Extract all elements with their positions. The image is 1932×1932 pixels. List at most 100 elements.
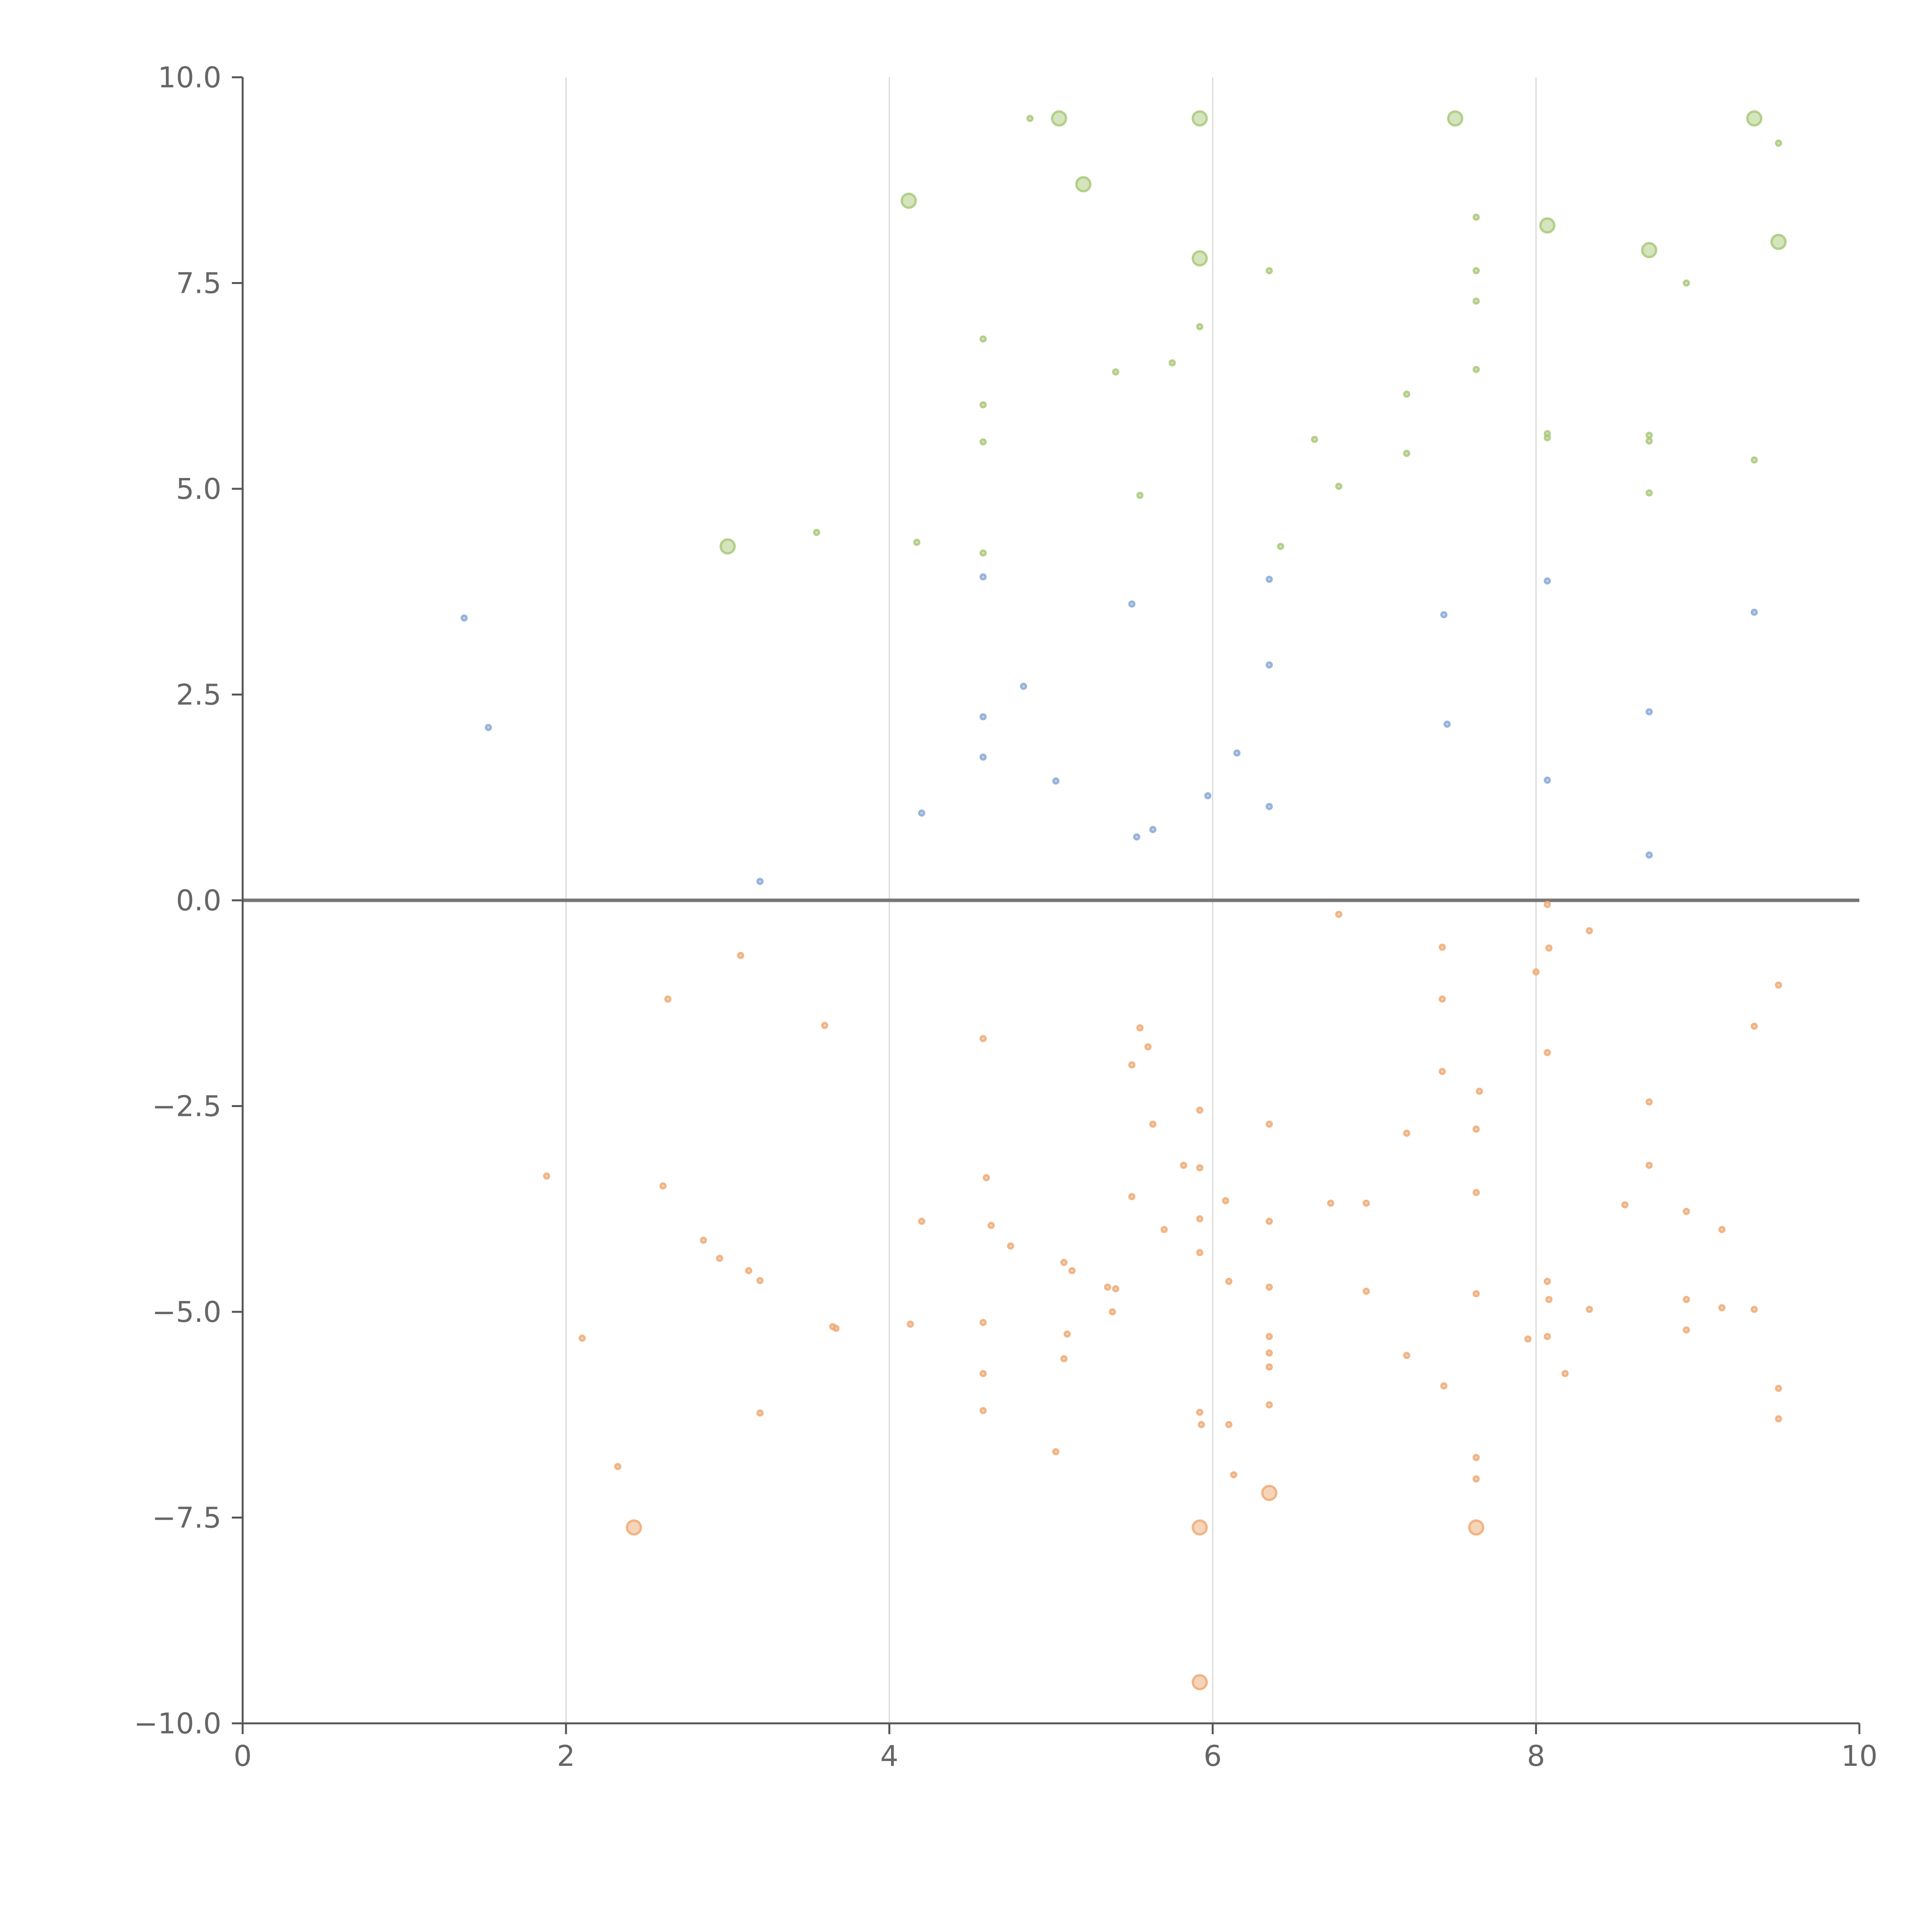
orange-bubble — [1068, 1267, 1076, 1274]
orange-bubble — [1265, 1121, 1273, 1128]
green-bubble — [1311, 435, 1318, 443]
orange-bubble — [979, 1035, 987, 1043]
orange-bubble — [1196, 1249, 1204, 1256]
blue-bubble — [1443, 720, 1451, 728]
orange-bubble — [1265, 1218, 1273, 1225]
orange-bubble — [1128, 1193, 1136, 1201]
orange-bubble — [716, 1255, 723, 1262]
orange-bubble — [1327, 1199, 1335, 1207]
orange-bubble — [664, 995, 672, 1003]
orange-bubble — [1144, 1043, 1152, 1051]
blue-bubble — [1544, 776, 1551, 784]
orange-bubble — [1683, 1208, 1690, 1215]
orange-bubble — [1775, 981, 1782, 989]
orange-bubble — [1222, 1197, 1230, 1204]
green-bubble — [1641, 242, 1658, 259]
orange-bubble — [1136, 1024, 1144, 1032]
blue-bubble — [1645, 851, 1653, 859]
orange-bubble — [756, 1409, 764, 1417]
green-bubble — [1683, 279, 1690, 287]
y-tick-label: 7.5 — [176, 267, 221, 300]
green-bubble — [1168, 359, 1176, 367]
orange-bubble — [979, 1319, 987, 1326]
orange-bubble — [1265, 1401, 1273, 1408]
orange-bubble — [1645, 1162, 1653, 1169]
orange-bubble — [1265, 1349, 1273, 1357]
orange-bubble — [987, 1222, 995, 1229]
orange-bubble — [543, 1172, 550, 1180]
orange-bubble — [1104, 1283, 1111, 1291]
green-bubble — [1473, 298, 1480, 305]
green-bubble — [979, 438, 987, 446]
orange-bubble — [1544, 1277, 1551, 1285]
orange-bubble — [983, 1174, 990, 1182]
green-bubble — [1191, 110, 1208, 127]
orange-bubble — [1007, 1242, 1014, 1250]
orange-bubble — [626, 1519, 642, 1536]
orange-bubble — [979, 1370, 987, 1378]
blue-bubble — [1204, 792, 1212, 799]
green-bubble — [979, 549, 987, 557]
orange-bubble — [832, 1325, 840, 1332]
orange-bubble — [1524, 1335, 1532, 1343]
x-tick-label: 8 — [1527, 1740, 1545, 1773]
orange-bubble — [1063, 1330, 1071, 1338]
orange-bubble — [1109, 1308, 1116, 1316]
blue-bubble — [918, 809, 925, 817]
green-bubble — [1447, 110, 1463, 127]
orange-bubble — [1750, 1022, 1758, 1030]
orange-bubble — [1718, 1226, 1726, 1233]
orange-bubble — [1403, 1129, 1410, 1137]
x-tick-label: 4 — [880, 1740, 898, 1773]
green-bubble — [1403, 450, 1410, 457]
blue-bubble — [1149, 826, 1156, 833]
orange-bubble — [659, 1182, 667, 1190]
orange-bubble — [1532, 968, 1540, 976]
orange-bubble — [1439, 944, 1446, 951]
green-bubble — [1544, 434, 1551, 442]
blue-bubble — [1133, 833, 1141, 841]
green-bubble — [1645, 489, 1653, 497]
orange-bubble — [1112, 1285, 1119, 1293]
orange-bubble — [979, 1407, 987, 1414]
orange-bubble — [1775, 1415, 1782, 1423]
y-tick-label: 2.5 — [176, 679, 221, 712]
orange-bubble — [1645, 1098, 1653, 1106]
y-tick-label: 5.0 — [176, 473, 221, 506]
orange-bubble — [1718, 1304, 1726, 1311]
blue-bubble — [979, 753, 987, 761]
orange-bubble — [1585, 1306, 1593, 1313]
orange-bubble — [737, 952, 744, 959]
blue-bubble — [1750, 609, 1758, 616]
orange-bubble — [700, 1236, 707, 1244]
orange-bubble — [1060, 1355, 1068, 1362]
orange-bubble — [1191, 1674, 1208, 1690]
green-bubble — [1136, 492, 1144, 499]
y-tick-label: 0.0 — [176, 884, 221, 917]
green-bubble — [1265, 267, 1273, 274]
orange-bubble — [1683, 1296, 1690, 1303]
orange-bubble — [1160, 1226, 1168, 1233]
orange-bubble — [1197, 1421, 1205, 1429]
green-bubble — [1112, 368, 1119, 376]
y-tick-label: −5.0 — [152, 1296, 221, 1329]
blue-bubble — [1265, 803, 1273, 810]
orange-bubble — [1265, 1333, 1273, 1340]
green-bubble — [913, 539, 921, 546]
orange-bubble — [1060, 1259, 1068, 1266]
orange-bubble — [614, 1463, 621, 1470]
orange-bubble — [1225, 1277, 1233, 1285]
green-bubble — [1335, 483, 1343, 490]
orange-bubble — [1544, 1333, 1551, 1340]
orange-bubble — [1196, 1215, 1204, 1223]
orange-bubble — [1225, 1421, 1233, 1429]
blue-bubble — [1020, 682, 1027, 690]
orange-bubble — [1196, 1164, 1204, 1172]
orange-bubble — [1473, 1454, 1480, 1461]
x-tick-label: 0 — [233, 1740, 252, 1773]
orange-bubble — [756, 1277, 764, 1284]
orange-bubble — [918, 1218, 925, 1225]
orange-bubble — [1149, 1121, 1156, 1128]
blue-bubble — [485, 724, 492, 731]
green-bubble — [719, 538, 736, 555]
